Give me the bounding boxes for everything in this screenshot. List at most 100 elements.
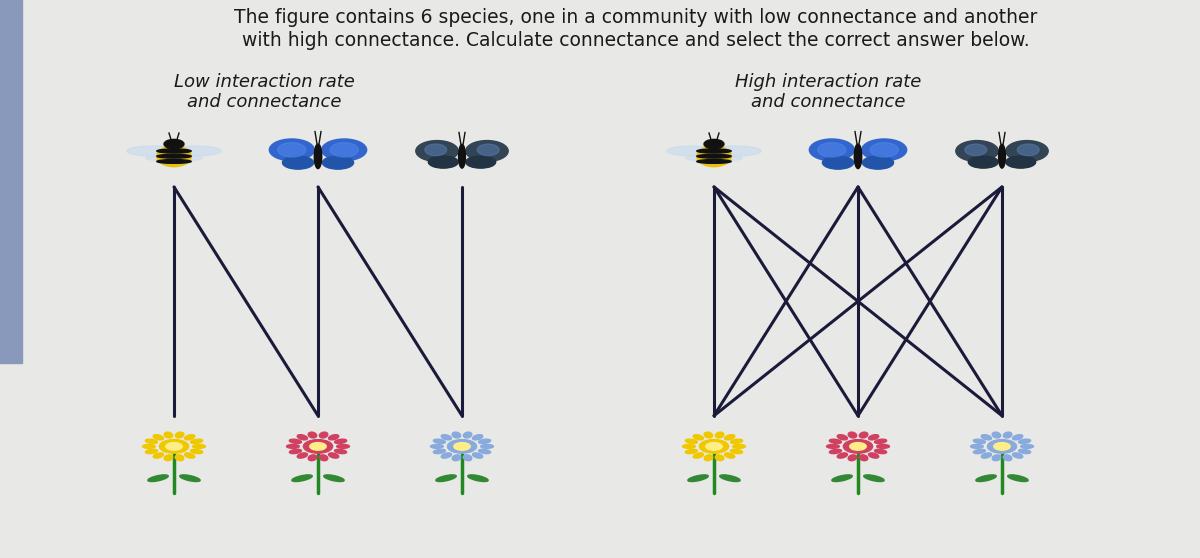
- Ellipse shape: [829, 449, 841, 454]
- Ellipse shape: [715, 432, 724, 438]
- Ellipse shape: [145, 155, 180, 161]
- Text: The figure contains 6 species, one in a community with low connectance and anoth: The figure contains 6 species, one in a …: [234, 8, 1038, 27]
- Ellipse shape: [725, 435, 734, 440]
- Ellipse shape: [479, 439, 491, 444]
- Ellipse shape: [269, 139, 314, 161]
- Ellipse shape: [992, 432, 1001, 438]
- Ellipse shape: [704, 432, 713, 438]
- Ellipse shape: [282, 156, 313, 169]
- Ellipse shape: [697, 149, 731, 153]
- Ellipse shape: [731, 449, 743, 454]
- Ellipse shape: [164, 432, 173, 438]
- Ellipse shape: [479, 449, 491, 454]
- Circle shape: [700, 440, 728, 453]
- Ellipse shape: [335, 449, 347, 454]
- Ellipse shape: [292, 475, 312, 482]
- Ellipse shape: [337, 445, 349, 448]
- Text: with high connectance. Calculate connectance and select the correct answer below: with high connectance. Calculate connect…: [242, 31, 1030, 50]
- Ellipse shape: [1019, 439, 1031, 444]
- Ellipse shape: [416, 141, 458, 161]
- Ellipse shape: [862, 139, 907, 161]
- Ellipse shape: [694, 435, 703, 440]
- Ellipse shape: [869, 435, 878, 440]
- Ellipse shape: [956, 141, 998, 161]
- Text: Low interaction rate
and connectance: Low interaction rate and connectance: [174, 73, 354, 112]
- Circle shape: [850, 442, 866, 450]
- Ellipse shape: [175, 455, 184, 461]
- Ellipse shape: [323, 156, 354, 169]
- Circle shape: [704, 140, 724, 148]
- Ellipse shape: [838, 435, 847, 440]
- Ellipse shape: [168, 146, 221, 156]
- Ellipse shape: [982, 435, 991, 440]
- Ellipse shape: [875, 439, 887, 444]
- Ellipse shape: [164, 455, 173, 461]
- Ellipse shape: [877, 445, 889, 448]
- Ellipse shape: [148, 475, 168, 482]
- Ellipse shape: [1013, 435, 1022, 440]
- Ellipse shape: [433, 439, 445, 444]
- Ellipse shape: [982, 453, 991, 458]
- Ellipse shape: [185, 435, 194, 440]
- Ellipse shape: [319, 432, 328, 438]
- Circle shape: [448, 440, 476, 453]
- Circle shape: [310, 442, 326, 450]
- Ellipse shape: [289, 449, 301, 454]
- Ellipse shape: [859, 432, 868, 438]
- Ellipse shape: [869, 453, 878, 458]
- Ellipse shape: [708, 146, 761, 156]
- Ellipse shape: [715, 455, 724, 461]
- Ellipse shape: [428, 156, 458, 168]
- Ellipse shape: [191, 439, 203, 444]
- Ellipse shape: [175, 432, 184, 438]
- Circle shape: [160, 440, 188, 453]
- Ellipse shape: [466, 156, 496, 168]
- Ellipse shape: [829, 439, 841, 444]
- Ellipse shape: [827, 445, 839, 448]
- Ellipse shape: [298, 435, 307, 440]
- Ellipse shape: [442, 435, 451, 440]
- Ellipse shape: [838, 453, 847, 458]
- Ellipse shape: [287, 445, 299, 448]
- Ellipse shape: [322, 139, 367, 161]
- Ellipse shape: [859, 455, 868, 461]
- Ellipse shape: [157, 149, 191, 153]
- Ellipse shape: [154, 453, 163, 458]
- Circle shape: [706, 442, 722, 450]
- Ellipse shape: [694, 453, 703, 458]
- Ellipse shape: [685, 155, 720, 161]
- Ellipse shape: [965, 144, 986, 156]
- Ellipse shape: [697, 146, 731, 167]
- Circle shape: [844, 440, 872, 453]
- Circle shape: [304, 440, 332, 453]
- Ellipse shape: [154, 435, 163, 440]
- Ellipse shape: [193, 445, 205, 448]
- Ellipse shape: [425, 144, 446, 156]
- Ellipse shape: [145, 439, 157, 444]
- Ellipse shape: [157, 146, 191, 167]
- Ellipse shape: [1019, 449, 1031, 454]
- Ellipse shape: [185, 453, 194, 458]
- Ellipse shape: [973, 439, 985, 444]
- Ellipse shape: [697, 160, 731, 163]
- Ellipse shape: [308, 455, 317, 461]
- Ellipse shape: [168, 155, 203, 161]
- Ellipse shape: [458, 145, 466, 168]
- Ellipse shape: [683, 445, 695, 448]
- Ellipse shape: [864, 475, 884, 482]
- Ellipse shape: [973, 449, 985, 454]
- Circle shape: [166, 442, 182, 450]
- Ellipse shape: [324, 475, 344, 482]
- Ellipse shape: [157, 160, 191, 163]
- Ellipse shape: [433, 449, 445, 454]
- Ellipse shape: [157, 155, 191, 158]
- Ellipse shape: [314, 144, 322, 169]
- Ellipse shape: [298, 453, 307, 458]
- Ellipse shape: [335, 439, 347, 444]
- Ellipse shape: [697, 155, 731, 158]
- Ellipse shape: [870, 143, 899, 157]
- Ellipse shape: [971, 445, 983, 448]
- Ellipse shape: [481, 445, 493, 448]
- Ellipse shape: [863, 156, 894, 169]
- Ellipse shape: [289, 439, 301, 444]
